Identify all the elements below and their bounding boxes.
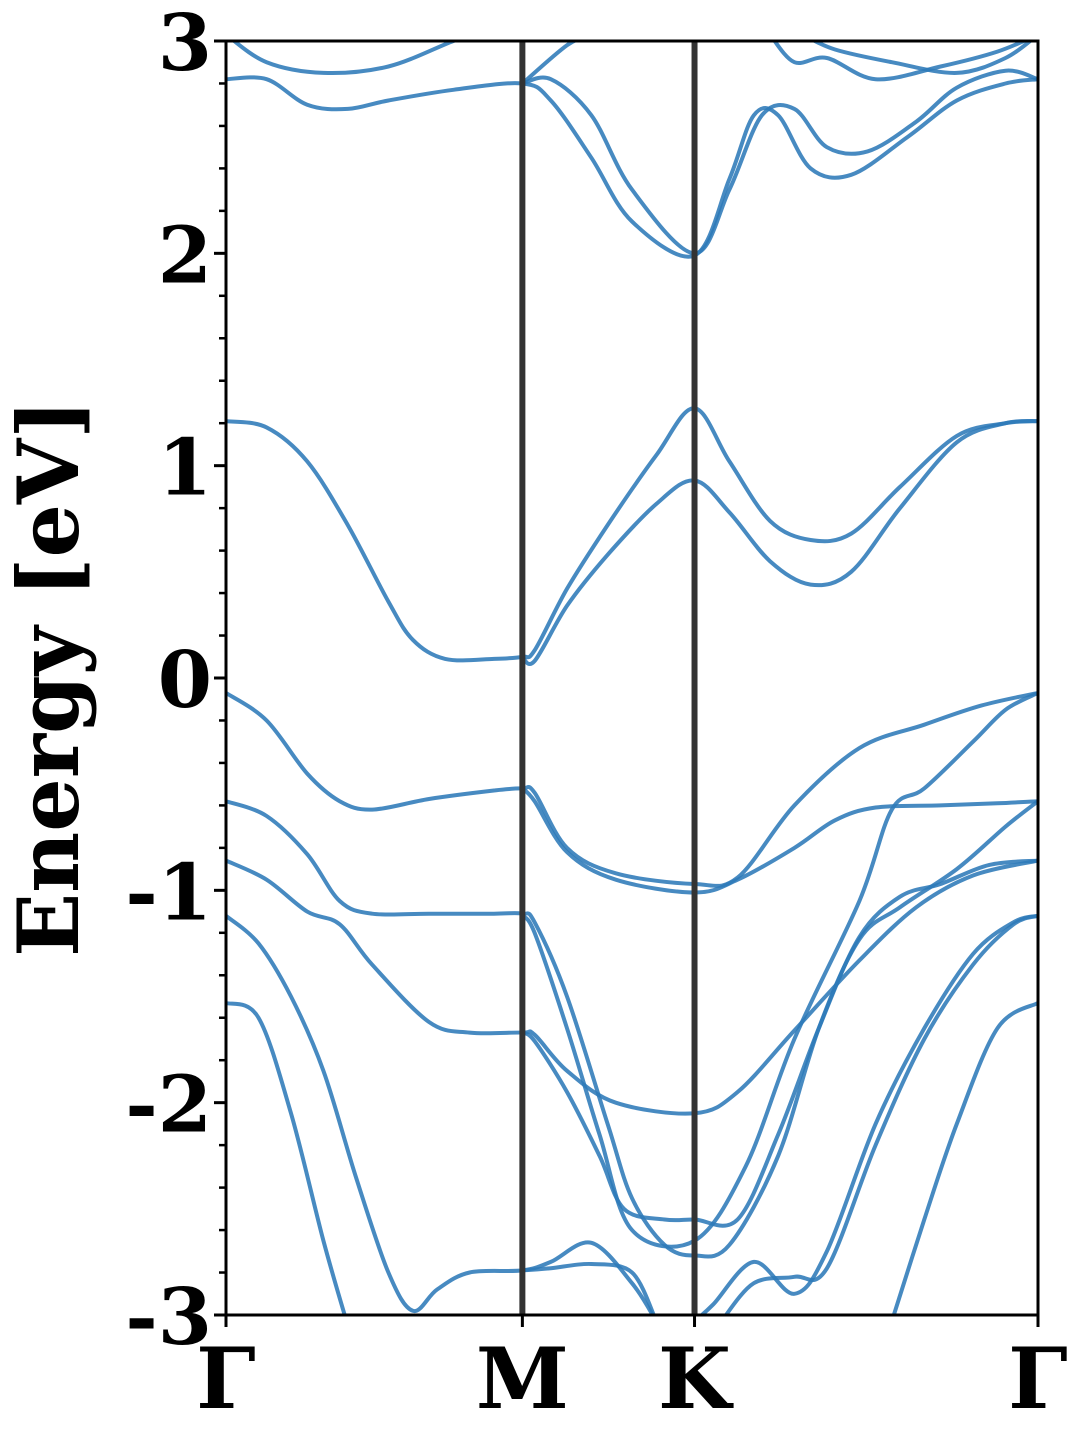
band-line-12 xyxy=(723,913,1038,1315)
y-tick-label: 0 xyxy=(158,635,212,726)
y-tick-label: -3 xyxy=(125,1272,212,1363)
band-line-3 xyxy=(226,690,1038,888)
y-axis-ticks: -3 -2 -1 0 1 2 3 xyxy=(125,0,226,1363)
x-tick-label: Γ xyxy=(1008,1329,1068,1428)
y-tick-label: 2 xyxy=(158,210,212,301)
band-line-11 xyxy=(698,913,1038,1315)
band-line-18 xyxy=(521,41,579,86)
band-line-4 xyxy=(520,786,1038,895)
y-tick-label: -2 xyxy=(125,1060,212,1151)
high-symmetry-lines xyxy=(519,41,698,1315)
plot-frame xyxy=(224,39,1040,1317)
band-line-16 xyxy=(521,68,1038,256)
band-line-14 xyxy=(520,691,1038,1249)
band-line-13 xyxy=(891,1001,1038,1315)
band-line-17 xyxy=(231,41,460,76)
band-line-9 xyxy=(226,1000,347,1315)
y-tick-label: 1 xyxy=(158,423,212,514)
x-tick-label: K xyxy=(658,1329,734,1428)
band-line-20 xyxy=(810,41,1034,75)
band-line-10 xyxy=(522,1261,656,1315)
band-line-2 xyxy=(521,418,1038,666)
band-line-8 xyxy=(521,858,1038,1228)
band-lines xyxy=(226,41,1038,1315)
x-tick-label: Γ xyxy=(196,1329,256,1428)
band-line-7 xyxy=(226,914,655,1315)
band-line-19 xyxy=(772,41,1029,82)
y-tick-label: -1 xyxy=(125,847,212,938)
band-line-5 xyxy=(226,799,1038,1259)
x-tick-label: M xyxy=(476,1329,569,1428)
band-line-15 xyxy=(226,75,1038,259)
y-tick-label: 3 xyxy=(158,0,212,89)
band-line-6 xyxy=(226,858,1038,1116)
y-axis-label: Energy [eV] xyxy=(0,399,98,957)
band-line-1 xyxy=(226,406,1038,663)
